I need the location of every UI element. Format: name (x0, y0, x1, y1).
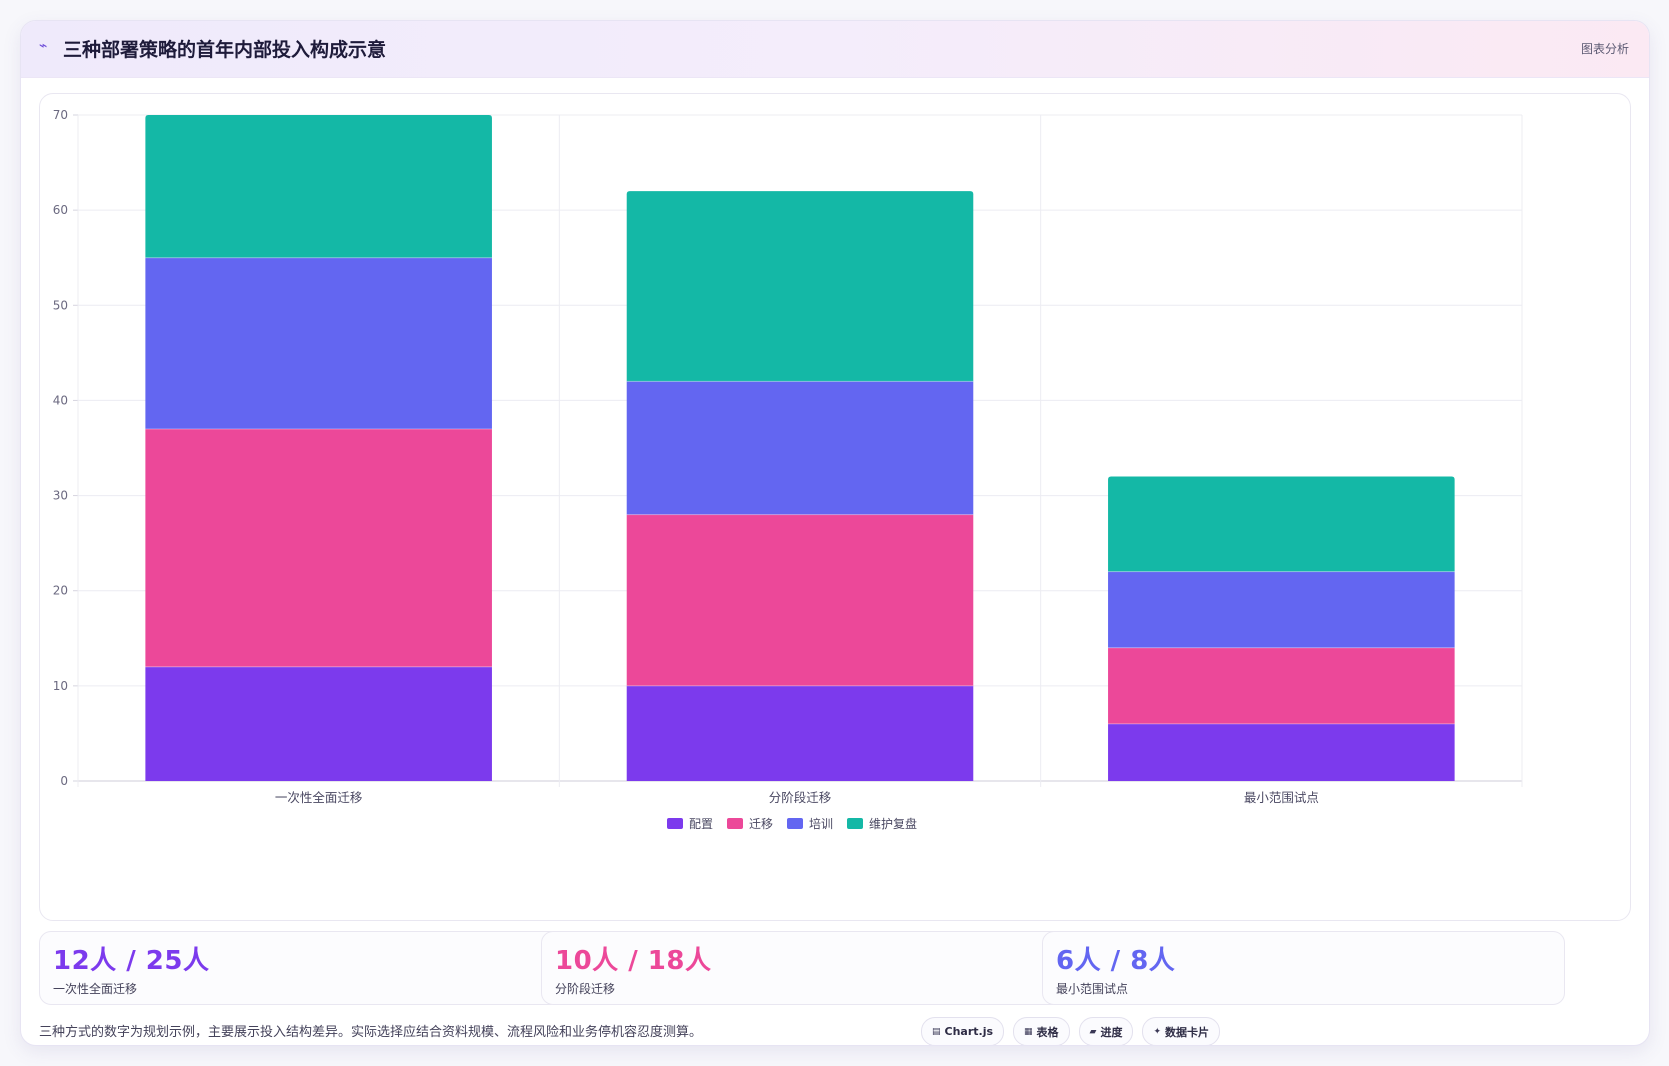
y-tick-label: 70 (53, 108, 68, 122)
y-tick-label: 60 (53, 203, 68, 217)
bar-segment (626, 191, 974, 382)
bar-segment (1108, 571, 1455, 648)
chart-card: ⌁ 三种部署策略的首年内部投入构成示意 图表分析 0 10 20 30 40 50 60 70… (20, 20, 1650, 1046)
chip-label: 表格 (1036, 1025, 1059, 1039)
legend-swatch (667, 818, 683, 829)
chart-icon: ▤ (932, 1026, 941, 1037)
page-title: 三种部署策略的首年内部投入构成示意 (63, 39, 387, 61)
stat-label: 最小范围试点 (1056, 982, 1129, 996)
y-tick-label: 40 (53, 393, 68, 407)
legend-swatch (727, 818, 743, 829)
legend-label: 培训 (809, 816, 833, 831)
legend-swatch (847, 818, 863, 829)
chip-label: 数据卡片 (1165, 1025, 1210, 1039)
table-icon: ▦ (1024, 1026, 1033, 1037)
stat-value: 12人 / 25人 (53, 946, 210, 976)
stat-card-pilot: 6人 / 8人 最小范围试点 (1042, 931, 1565, 1005)
x-tick-label: 最小范围试点 (1244, 790, 1319, 805)
bar-segment (1108, 723, 1455, 781)
footer-note: 三种方式的数字为规划示例，主要展示投入结构差异。实际选择应结合资料规模、流程风险… (39, 1025, 703, 1040)
bar-segment (1108, 476, 1455, 572)
y-tick-label: 50 (53, 298, 68, 312)
sparkline-icon: ⌁ (39, 38, 48, 54)
bar-segment (145, 115, 492, 258)
y-tick-label: 30 (53, 489, 68, 503)
chip-chartjs[interactable]: ▤ Chart.js (921, 1017, 1005, 1045)
legend-label: 迁移 (749, 817, 773, 831)
y-tick-label: 20 (53, 584, 68, 598)
legend-swatch (787, 818, 803, 829)
stat-card-full-migration: 12人 / 25人 一次性全面迁移 (39, 931, 562, 1005)
stat-value: 10人 / 18人 (555, 946, 712, 976)
bar-segment (145, 257, 492, 429)
bar-segment (1108, 647, 1455, 724)
bar-segment (145, 428, 492, 667)
x-tick-label: 分阶段迁移 (769, 790, 832, 805)
chip-progress[interactable]: ▰ 进度 (1078, 1017, 1134, 1045)
chart-panel: 0 10 20 30 40 50 60 70 一次性全面迁移 分阶段迁移 最小范围试点配置 迁移 培训 维… (39, 93, 1631, 921)
progress-icon: ▰ (1089, 1026, 1097, 1037)
bar-segment (145, 666, 492, 781)
x-tick-label: 一次性全面迁移 (275, 790, 363, 805)
stat-card-phased-migration: 10人 / 18人 分阶段迁移 (541, 931, 1064, 1005)
stat-value: 6人 / 8人 (1056, 946, 1176, 976)
stat-label: 分阶段迁移 (555, 982, 616, 996)
legend-label: 维护复盘 (869, 816, 917, 831)
chip-label: 进度 (1100, 1025, 1123, 1039)
sparkle-icon: ✦ (1153, 1026, 1162, 1037)
chip-label: Chart.js (944, 1025, 994, 1038)
bar-segment (626, 514, 974, 686)
bar-segment (626, 381, 974, 515)
y-tick-label: 0 (60, 774, 68, 788)
chip-data-cards[interactable]: ✦ 数据卡片 (1142, 1017, 1221, 1045)
chip-table[interactable]: ▦ 表格 (1013, 1017, 1070, 1045)
chart-analysis-link[interactable]: 图表分析 (1580, 42, 1629, 56)
y-tick-label: 10 (53, 679, 68, 693)
bar-segment (626, 685, 974, 781)
card-header: ⌁ 三种部署策略的首年内部投入构成示意 图表分析 (21, 21, 1649, 78)
legend-label: 配置 (689, 817, 713, 831)
stat-label: 一次性全面迁移 (53, 982, 138, 996)
feature-chips: ▤ Chart.js ▦ 表格 ▰ 进度 ✦ 数据卡片 (921, 1017, 1221, 1045)
